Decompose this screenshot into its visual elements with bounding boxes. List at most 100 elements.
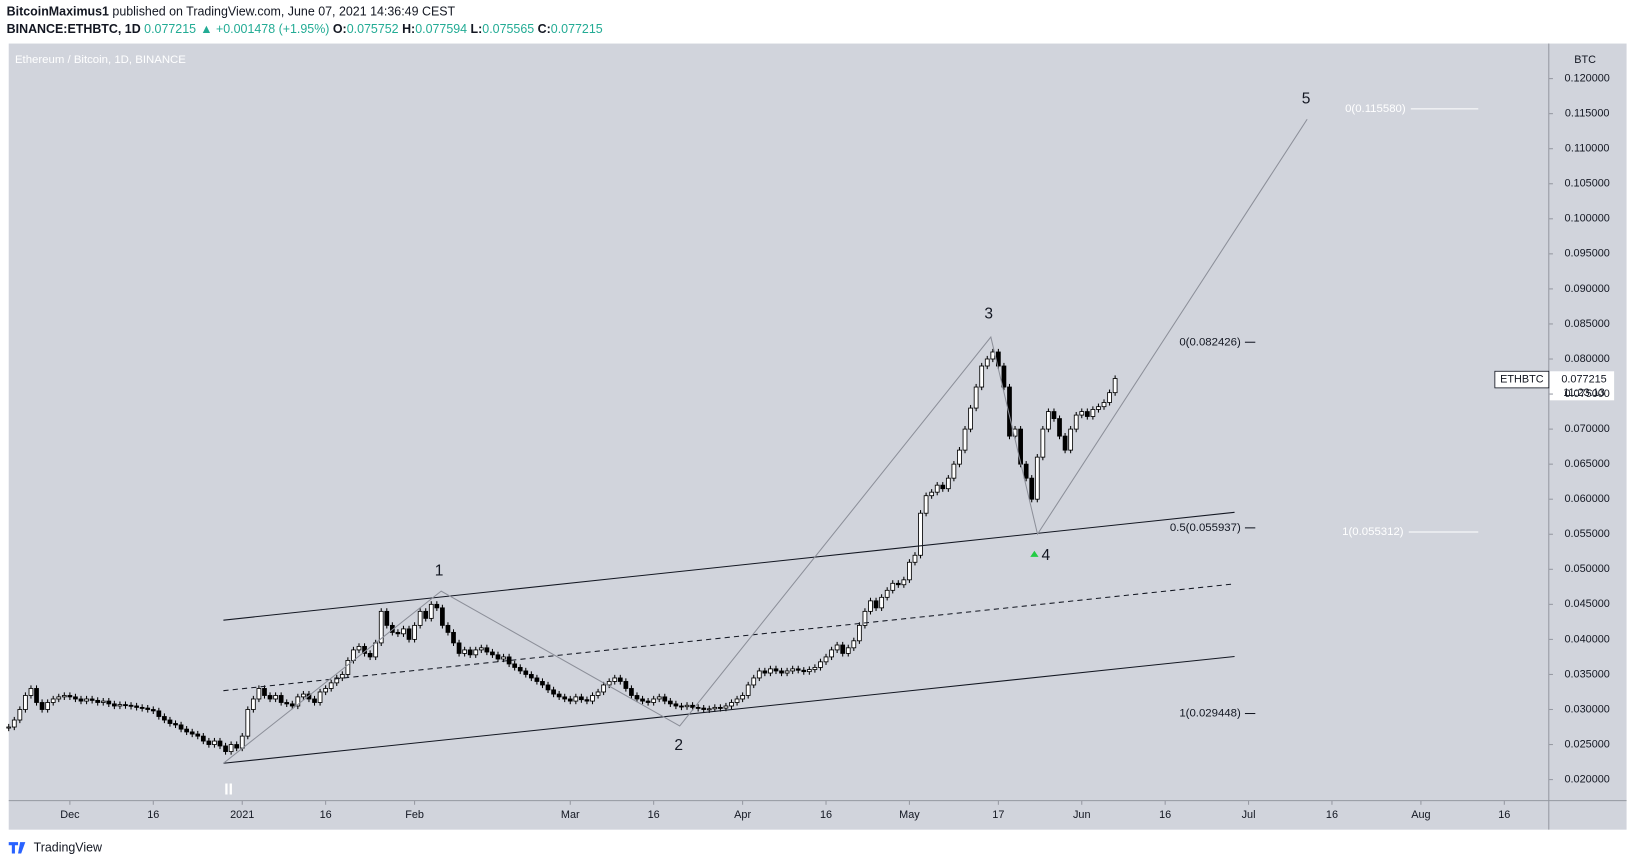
candle [773,668,779,672]
x-tick-label: 16 [1326,809,1338,821]
candle [473,649,479,656]
y-tick-label: 0.115000 [1565,108,1610,120]
candle [495,654,501,660]
candle [50,698,56,703]
candle [273,695,278,700]
candle [629,688,634,696]
ohlc-label: L: [471,22,483,36]
candle [1101,402,1107,408]
candle [178,724,184,730]
candle [423,610,429,619]
wave-label: 2 [674,737,683,754]
y-tick-label: 0.060000 [1564,493,1609,505]
candle [929,491,935,497]
candle [239,735,245,749]
candle [756,670,762,679]
y-tick-label: 0.035000 [1564,668,1609,680]
x-tick-label: Mar [561,809,580,821]
candle [567,698,573,702]
ohlc-label: O: [333,22,347,36]
candle [907,561,912,581]
candle [289,703,295,707]
candle [173,723,178,726]
fib-label: 0(0.082426) [1179,336,1241,348]
candle [667,700,673,705]
candle [695,706,701,709]
fib-label: 1(0.055312) [1342,526,1404,538]
candle [1029,477,1035,500]
candle [506,656,512,665]
candle [768,668,773,674]
x-tick-label: 16 [1159,809,1171,821]
candle [606,681,612,686]
candle [501,656,506,660]
wave-label: II [224,781,233,798]
symbol-tag-text: ETHBTC [1500,373,1544,385]
candle [78,698,84,702]
candle [962,428,968,451]
candle [145,707,151,710]
candle [840,644,846,654]
candle [790,668,796,672]
x-tick-label: Jun [1073,809,1091,821]
candle [829,649,834,658]
y-tick-label: 0.100000 [1564,213,1609,225]
candle [940,484,946,490]
candle [845,647,851,654]
candle [517,667,523,672]
candle [957,449,962,465]
candle [1107,392,1112,403]
candle [123,704,128,707]
candle [317,691,323,703]
x-tick-label: Apr [734,809,751,821]
ohlc-value: 0.075565 [482,22,534,36]
wave-label: 5 [1302,91,1311,108]
candle [139,706,145,709]
candle [1096,406,1101,410]
candle [690,704,695,708]
wave-path [223,118,1308,764]
candle [262,688,267,696]
candle [328,682,334,689]
candle [212,740,217,745]
candle [56,696,62,700]
candle [612,677,618,682]
candle [6,726,12,729]
fib-label: 1(0.029448) [1179,708,1241,720]
x-tick-label: 2021 [230,809,254,821]
candle [528,674,534,679]
wave-label: 1 [435,563,444,580]
channel-upper [223,511,1235,621]
candle [834,644,840,651]
ohlc-value: 0.075752 [347,22,399,36]
candle [73,696,78,700]
candle [156,710,162,717]
candle [451,631,456,644]
x-tick-label: Feb [405,809,424,821]
candle [806,669,812,673]
candle [862,610,868,626]
candle [301,693,306,698]
candle [295,696,301,707]
axis-unit: BTC [1574,54,1596,66]
fib-label: 0.5(0.055937) [1170,522,1241,534]
candle [1001,365,1007,388]
candle [334,677,340,684]
candle [551,689,556,695]
candle [684,704,690,708]
candle [67,695,73,698]
fib-label: 0(0.115580) [1345,103,1406,115]
candle [740,695,745,700]
candle [445,624,451,633]
y-tick-label: 0.025000 [1564,738,1609,750]
x-tick-label: Dec [60,809,80,821]
candle [1079,411,1085,416]
candle [345,660,351,675]
candle [367,653,373,658]
time-axis [8,800,1627,830]
candle [234,744,240,749]
candle [884,589,890,598]
candle [467,649,473,656]
candle [401,628,406,635]
candle [1051,411,1057,420]
